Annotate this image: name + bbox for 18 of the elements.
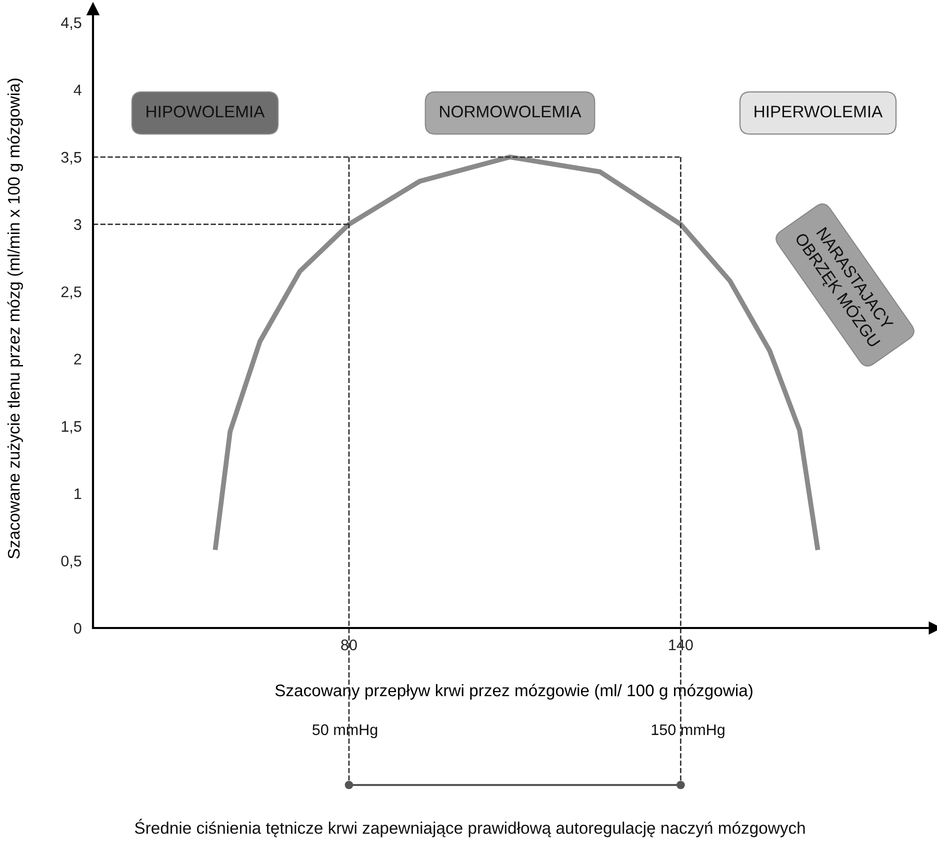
y-axis-title: Szacowane zużycie tlenu przez mózg (ml/min x 100 g mózgowia) — [7, 78, 23, 559]
annotation: NORMOWOLEMIA — [440, 106, 582, 118]
y-tick-label: 3 — [74, 219, 82, 230]
y-tick-label: 1,5 — [62, 421, 82, 434]
x-axis-title: Szacowany przepływ krwi przez mózgowie (ml/ 100 g mózgowia) — [275, 684, 752, 700]
annotation: HIPERWOLEMIA — [754, 106, 883, 118]
y-tick-label: 1 — [74, 488, 82, 499]
y-tick-label: 2,5 — [61, 286, 82, 300]
y-tick-label: 4 — [74, 84, 82, 96]
y-tick-label: 4,5 — [61, 17, 82, 30]
y-tick-label: 0 — [74, 622, 82, 634]
annotation: HIPOWOLEMIA — [146, 106, 265, 118]
text: Średnie ciśnienia tętnicze krwi zapewniające prawidłową autoregulację naczyń mózgowych — [134, 818, 805, 838]
text: 150 mmHg — [652, 724, 724, 738]
y-tick-label: 3,5 — [61, 152, 82, 165]
y-tick-label: 0,5 — [61, 556, 82, 568]
y-tick-label: 2 — [74, 354, 82, 364]
text: 50 mmHg — [312, 724, 378, 738]
